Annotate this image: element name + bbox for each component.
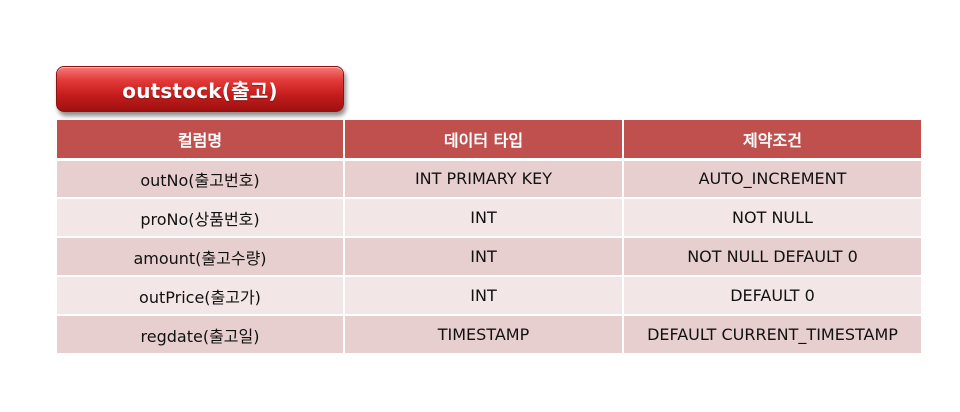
table-row: amount(출고수량) INT NOT NULL DEFAULT 0	[57, 237, 921, 277]
table-header-row: 컬럼명 데이터 타입 제약조건	[57, 120, 921, 161]
header-column-name: 컬럼명	[57, 120, 345, 161]
cell-column-name: outPrice(출고가)	[57, 276, 345, 316]
table-row: outNo(출고번호) INT PRIMARY KEY AUTO_INCREME…	[57, 159, 921, 199]
cell-data-type: INT	[344, 198, 624, 238]
cell-data-type: INT	[344, 276, 624, 316]
cell-constraint: NOT NULL DEFAULT 0	[623, 237, 921, 277]
column-spec-table: 컬럼명 데이터 타입 제약조건 outNo(출고번호) INT PRIMARY …	[57, 120, 921, 355]
cell-column-name: proNo(상품번호)	[57, 198, 345, 238]
table-title-badge: outstock(출고)	[56, 66, 344, 112]
cell-data-type: INT PRIMARY KEY	[344, 159, 624, 199]
cell-constraint: NOT NULL	[623, 198, 921, 238]
cell-data-type: INT	[344, 237, 624, 277]
header-constraint: 제약조건	[623, 120, 921, 161]
cell-column-name: amount(출고수량)	[57, 237, 345, 277]
table-title: outstock(출고)	[122, 78, 278, 103]
cell-constraint: AUTO_INCREMENT	[623, 159, 921, 199]
table-row: outPrice(출고가) INT DEFAULT 0	[57, 276, 921, 316]
header-data-type: 데이터 타입	[344, 120, 624, 161]
cell-data-type: TIMESTAMP	[344, 315, 624, 355]
cell-column-name: outNo(출고번호)	[57, 159, 345, 199]
cell-column-name: regdate(출고일)	[57, 315, 345, 355]
cell-constraint: DEFAULT CURRENT_TIMESTAMP	[623, 315, 921, 355]
table-row: regdate(출고일) TIMESTAMP DEFAULT CURRENT_T…	[57, 315, 921, 355]
cell-constraint: DEFAULT 0	[623, 276, 921, 316]
table-row: proNo(상품번호) INT NOT NULL	[57, 198, 921, 238]
